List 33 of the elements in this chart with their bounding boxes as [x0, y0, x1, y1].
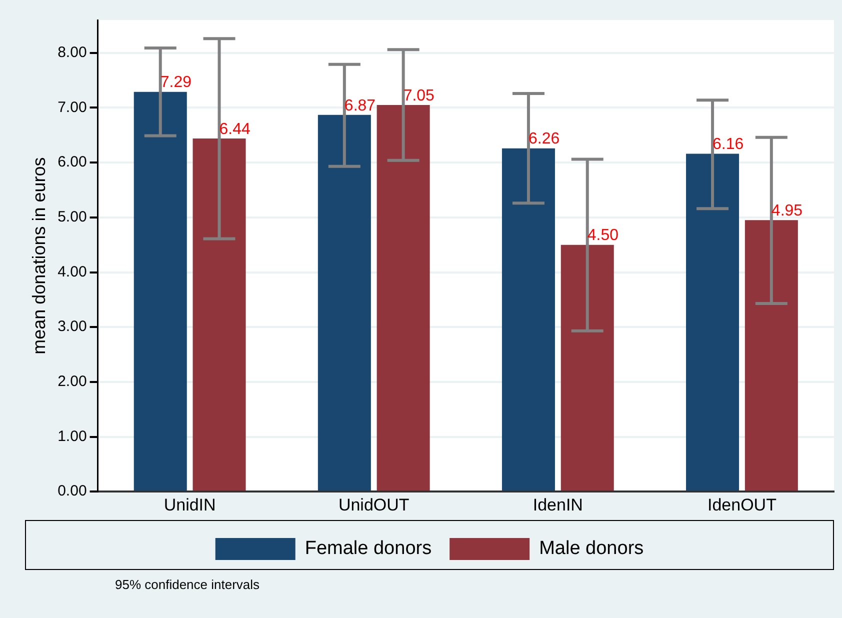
- bar: [376, 105, 430, 491]
- y-tick-label: 3.00: [58, 318, 87, 336]
- x-tick-label: IdenOUT: [707, 495, 776, 514]
- data-label: 6.26: [528, 130, 560, 148]
- y-axis-title: mean donations in euros: [28, 157, 49, 354]
- y-tick-label: 7.00: [58, 98, 87, 116]
- bar: [560, 244, 614, 491]
- text: 95% confidence intervals: [115, 577, 260, 592]
- y-tick-label: 2.00: [58, 373, 87, 390]
- legend-label: Female donors: [304, 538, 432, 560]
- y-tick-label: 0.00: [58, 482, 87, 500]
- data-label: 6.44: [219, 120, 251, 138]
- bar: [744, 220, 798, 491]
- legend-label: Male donors: [539, 538, 644, 560]
- bar: [686, 154, 740, 491]
- bar: [502, 148, 555, 491]
- data-label: 4.95: [771, 202, 803, 220]
- y-tick-label: 1.00: [58, 428, 87, 445]
- y-tick-label: 6.00: [58, 154, 87, 171]
- y-tick-label: 5.00: [58, 208, 87, 226]
- data-label: 4.50: [587, 227, 619, 244]
- y-tick-label: 4.00: [58, 263, 87, 280]
- y-tick-label: 8.00: [58, 44, 87, 62]
- bar: [134, 92, 187, 491]
- bar: [192, 138, 246, 491]
- data-label: 7.29: [160, 74, 192, 92]
- data-label: 6.16: [712, 136, 744, 154]
- bar: [318, 114, 371, 491]
- x-tick-label: IdenIN: [532, 495, 583, 514]
- x-tick-label: UnidIN: [164, 495, 216, 514]
- x-tick-label: UnidOUT: [338, 495, 410, 514]
- data-label: 6.87: [344, 97, 376, 114]
- data-label: 7.05: [403, 87, 435, 104]
